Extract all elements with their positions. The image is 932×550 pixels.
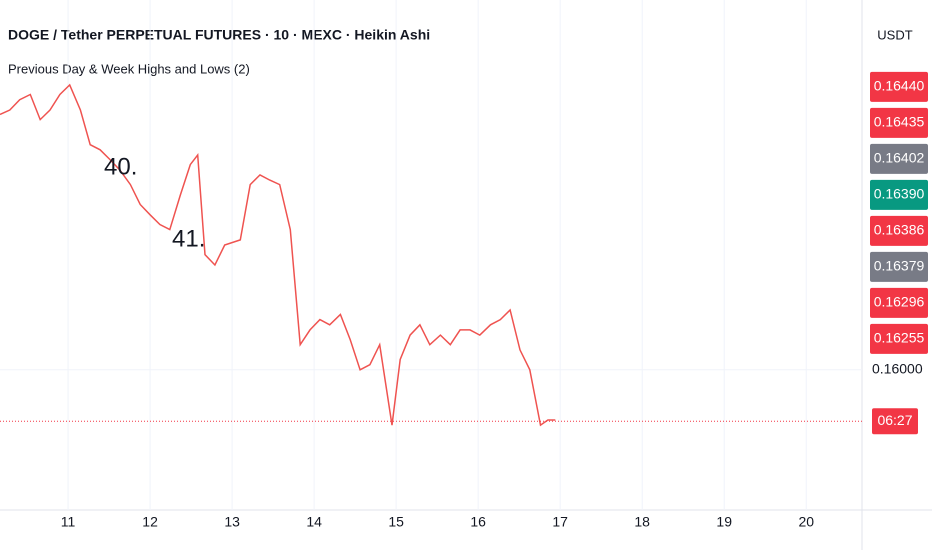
price-tag xyxy=(870,251,928,282)
x-tick-label: 18 xyxy=(634,514,650,530)
price-tag-label: 0.16390 xyxy=(874,186,925,202)
x-tick-label: 12 xyxy=(142,514,158,530)
price-tag-label: 0.16440 xyxy=(874,78,925,94)
x-tick-label: 11 xyxy=(61,514,76,530)
price-tag xyxy=(870,179,928,210)
countdown-label: 06:27 xyxy=(877,412,912,428)
price-tag-label: 0.16402 xyxy=(874,150,925,166)
price-tag xyxy=(870,71,928,102)
price-tag-label: 0.16255 xyxy=(874,330,925,346)
x-tick-label: 20 xyxy=(798,514,814,530)
price-tag xyxy=(870,287,928,318)
countdown-tag xyxy=(872,408,918,435)
price-tag xyxy=(870,107,928,138)
currency-label: USDT xyxy=(877,27,912,42)
indicator-name: Previous Day & Week Highs and Lows (2) xyxy=(8,61,250,76)
price-line xyxy=(0,83,556,427)
annotation: 40. xyxy=(104,153,137,180)
x-tick-label: 16 xyxy=(470,514,486,530)
price-tag xyxy=(870,323,928,354)
y-tick-label: 0.16000 xyxy=(872,361,923,377)
x-tick-label: 14 xyxy=(306,514,322,530)
price-tag-label: 0.16435 xyxy=(874,114,925,130)
x-tick-label: 13 xyxy=(224,514,240,530)
x-tick-label: 19 xyxy=(716,514,732,530)
x-tick-label: 15 xyxy=(388,514,404,530)
price-tag-label: 0.16379 xyxy=(874,258,925,274)
price-tag-label: 0.16386 xyxy=(874,222,925,238)
price-tag-label: 0.16296 xyxy=(874,294,925,310)
price-tag xyxy=(870,215,928,246)
annotation: 41. xyxy=(172,225,205,252)
price-tag xyxy=(870,143,928,174)
chart-title: DOGE / Tether PERPETUAL FUTURES · 10 · M… xyxy=(8,27,430,43)
x-tick-label: 17 xyxy=(552,514,568,530)
